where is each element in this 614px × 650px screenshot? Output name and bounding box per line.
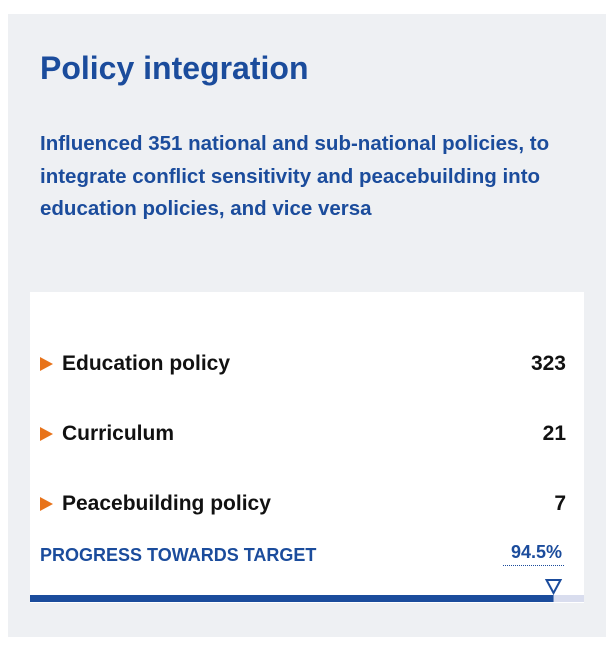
progress-fill [30, 595, 554, 602]
bullet [40, 427, 53, 441]
panel: PROGRESS TOWARDS TARGET 94.5% Education … [30, 292, 584, 603]
bullet [40, 497, 53, 511]
item-value: 21 [542, 422, 566, 445]
bullet [40, 357, 53, 371]
item-value: 7 [554, 492, 566, 515]
item-row: Curriculum 21 [40, 422, 566, 452]
item-label: Curriculum [62, 422, 175, 445]
item-label: Education policy [62, 352, 231, 375]
progress-label: PROGRESS TOWARDS TARGET [40, 545, 317, 565]
progress-marker [544, 579, 563, 596]
progress-bar [30, 579, 584, 602]
item-row: Education policy 323 [40, 352, 566, 382]
progress-value: 94.5% [502, 542, 564, 566]
item-value: 323 [530, 352, 566, 375]
item-label: Peacebuilding policy [62, 492, 271, 515]
subtitle: Influenced 351 national and sub-national… [40, 132, 550, 220]
item-row: Peacebuilding policy 7 [40, 492, 566, 522]
title: Policy integration [40, 50, 309, 86]
card: Policy integration Influenced 351 nation… [8, 14, 606, 637]
